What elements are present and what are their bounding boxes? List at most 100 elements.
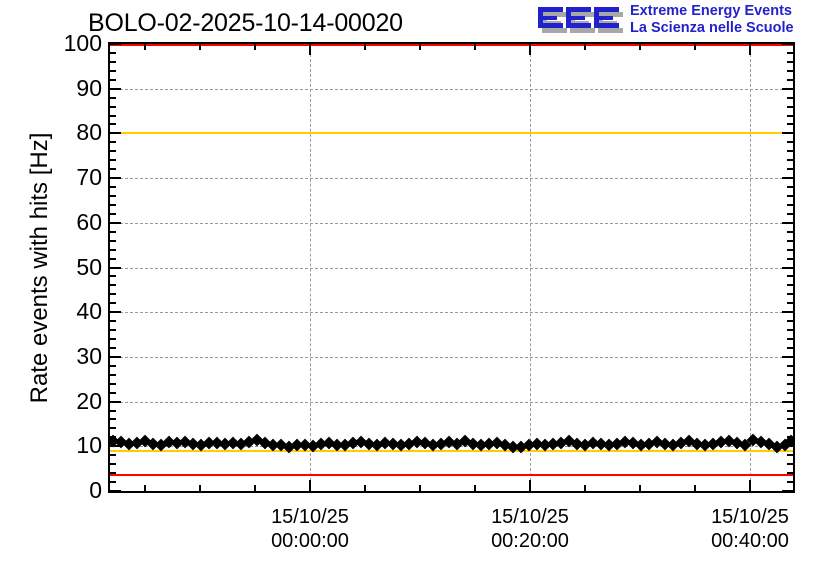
y-axis-tick (110, 302, 116, 305)
x-axis-tick (749, 44, 751, 55)
y-axis-tick (110, 44, 121, 45)
y-axis-tick (110, 212, 116, 215)
y-axis-tick (787, 373, 793, 376)
y-axis-tick (787, 114, 793, 117)
y-axis-tick (110, 150, 116, 153)
y-axis-tick (110, 266, 121, 269)
y-axis-tick (787, 212, 793, 215)
x-axis-tick (144, 485, 146, 491)
eee-logo: Extreme Energy Events La Scienza nelle S… (536, 2, 836, 40)
horizontal-gridline (110, 446, 793, 448)
vertical-gridline (750, 44, 751, 491)
y-axis-tick (787, 239, 793, 242)
y-axis-tick (110, 159, 116, 162)
y-axis-tick (787, 463, 793, 466)
y-axis-tick (782, 132, 793, 135)
y-axis-tick (787, 391, 793, 394)
y-axis-tick (787, 382, 793, 385)
x-axis-tick (694, 44, 696, 50)
y-axis-tick (110, 87, 121, 90)
plot-area (110, 44, 793, 491)
y-axis-tick (787, 454, 793, 457)
y-axis-tick (782, 490, 793, 491)
x-axis-tick-label: 15/10/25 00:40:00 (670, 505, 830, 553)
x-axis-tick (309, 480, 311, 491)
y-axis-tick (787, 284, 793, 287)
x-axis-tick (199, 44, 201, 50)
threshold-line-0 (110, 44, 793, 46)
x-tick-time: 00:00:00 (271, 530, 349, 552)
eee-logo-text: Extreme Energy Events La Scienza nelle S… (630, 3, 836, 39)
x-tick-time: 00:20:00 (491, 530, 569, 552)
y-axis-tick (782, 221, 793, 224)
y-axis-tick (787, 364, 793, 367)
horizontal-gridline (110, 267, 793, 269)
x-axis-tick (584, 485, 586, 491)
y-axis-tick (787, 60, 793, 63)
y-axis-tick (110, 69, 116, 72)
x-axis-tick (364, 44, 366, 50)
y-axis-tick (110, 177, 121, 180)
y-axis-tick (787, 159, 793, 162)
y-axis-tick (782, 87, 793, 90)
eee-logo-line-1: Extreme Energy Events (630, 3, 792, 19)
y-axis-tick-label: 60 (76, 208, 102, 235)
y-axis-tick-label: 90 (76, 74, 102, 101)
x-axis-tick (639, 485, 641, 491)
y-axis-tick (787, 248, 793, 251)
x-tick-date: 15/10/25 (271, 506, 349, 528)
y-axis-tick-label: 50 (76, 253, 102, 280)
y-axis-tick (110, 490, 121, 491)
y-axis-tick (782, 44, 793, 45)
y-axis-tick (110, 203, 116, 206)
y-axis-tick (787, 141, 793, 144)
y-axis-tick (110, 329, 116, 332)
x-axis-tick (474, 44, 476, 50)
y-axis-tick (110, 248, 116, 251)
horizontal-gridline (110, 88, 793, 90)
page-title: BOLO-02-2025-10-14-00020 (88, 9, 403, 37)
horizontal-gridline (110, 401, 793, 403)
y-axis-tick-label: 70 (76, 164, 102, 191)
y-axis-tick-label: 100 (63, 30, 102, 56)
y-axis-tick (110, 445, 121, 448)
y-axis-tick (110, 472, 116, 475)
horizontal-gridline (110, 312, 793, 314)
y-axis-tick (110, 230, 116, 233)
y-axis-tick (787, 275, 793, 278)
y-axis-tick (110, 427, 116, 430)
eee-logo-line-2: La Scienza nelle Scuole (630, 20, 794, 36)
y-axis-tick (110, 355, 121, 358)
y-axis-tick (110, 96, 116, 99)
y-axis-tick-label: 30 (76, 342, 102, 369)
y-axis-tick (110, 391, 116, 394)
y-axis-tick (782, 177, 793, 180)
y-axis-tick (110, 454, 116, 457)
y-axis-tick (787, 409, 793, 412)
y-axis-tick-label: 40 (76, 298, 102, 325)
y-axis-tick (110, 221, 121, 224)
vertical-gridline (310, 44, 311, 491)
y-axis-tick (782, 266, 793, 269)
y-axis-tick (110, 293, 116, 296)
x-axis-tick (364, 485, 366, 491)
y-axis-tick-label: 10 (76, 432, 102, 459)
y-axis-tick (110, 114, 116, 117)
x-axis-tick (474, 485, 476, 491)
y-axis-tick (110, 284, 116, 287)
eee-logo-mark-icon (538, 7, 623, 33)
y-axis-tick (110, 418, 116, 421)
y-axis-tick (787, 230, 793, 233)
y-axis-tick (787, 320, 793, 323)
y-axis-tick (787, 203, 793, 206)
y-axis-tick (110, 338, 116, 341)
y-axis-tick (110, 275, 116, 278)
y-axis-tick (110, 320, 116, 323)
y-axis-tick (110, 481, 116, 484)
horizontal-gridline (110, 178, 793, 180)
y-axis-tick (787, 51, 793, 54)
y-axis-tick (110, 194, 116, 197)
y-axis-tick-label: 0 (89, 477, 102, 503)
y-axis-tick (110, 311, 121, 314)
plot-frame (108, 42, 795, 493)
